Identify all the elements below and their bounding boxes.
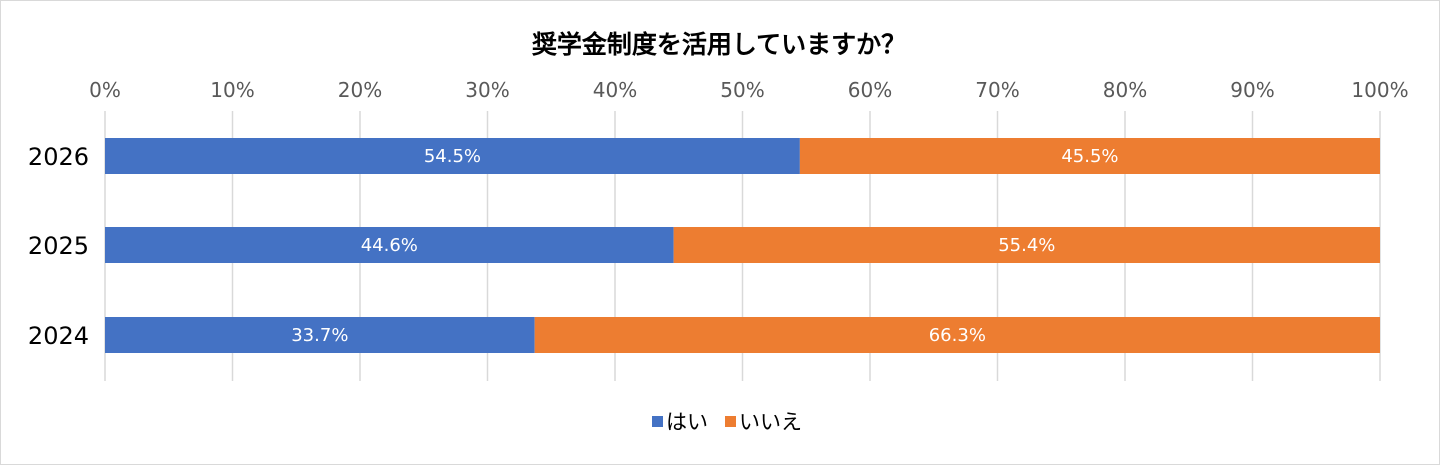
x-tick-label: 0% (89, 78, 121, 102)
x-tick-label: 20% (338, 78, 382, 102)
x-tick-label: 50% (720, 78, 764, 102)
bar-yes-2024 (105, 317, 535, 353)
bar-no-2025 (673, 227, 1380, 263)
x-tick-label: 80% (1103, 78, 1147, 102)
legend: はい いいえ (652, 410, 802, 434)
x-axis-tick-labels: 0% 10% 20% 30% 40% 50% 60% 70% 80% 90% 100% (89, 78, 1408, 102)
legend-swatch-no (725, 416, 736, 427)
category-label-2024: 2024 (28, 322, 89, 350)
bar-no-2024 (534, 317, 1380, 353)
chart-title: 奨学金制度を活用していますか？ (532, 30, 906, 59)
bar-yes-2026 (105, 138, 800, 174)
x-tick-label: 90% (1230, 78, 1274, 102)
x-tick-label: 70% (975, 78, 1019, 102)
x-tick-label: 10% (210, 78, 254, 102)
x-tick-label: 100% (1351, 78, 1408, 102)
legend-label-yes: はい (666, 410, 708, 434)
bar-yes-2025 (105, 227, 674, 263)
x-tick-label: 40% (593, 78, 637, 102)
data-label: 66.3% (929, 325, 986, 346)
data-label: 54.5% (424, 146, 481, 167)
data-label: 45.5% (1061, 146, 1118, 167)
category-label-2026: 2026 (28, 143, 89, 171)
legend-swatch-yes (652, 416, 663, 427)
category-label-2025: 2025 (28, 232, 89, 260)
bar-no-2026 (799, 138, 1380, 174)
data-label: 44.6% (361, 235, 418, 256)
data-label: 55.4% (998, 235, 1055, 256)
y-axis-category-labels: 2026 2025 2024 (28, 143, 89, 350)
data-label: 33.7% (291, 325, 348, 346)
legend-label-no: いいえ (739, 410, 802, 434)
x-tick-label: 30% (465, 78, 509, 102)
bars: 54.5% 45.5% 44.6% 55.4% 33.7% 66.3% (105, 138, 1380, 353)
x-tick-label: 60% (848, 78, 892, 102)
